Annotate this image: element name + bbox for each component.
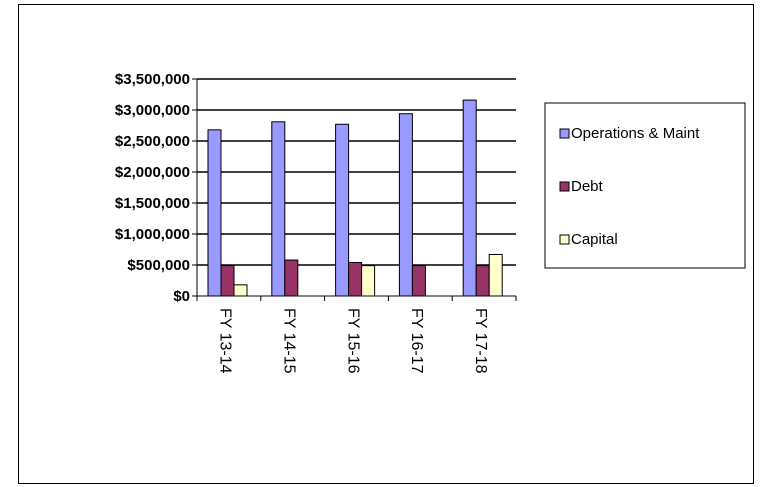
bar-operations-maint-2 xyxy=(335,123,350,297)
x-tick-label: FY 17-18 xyxy=(472,308,489,374)
bar-debt-1 xyxy=(284,259,299,297)
y-axis-tick-labels: $0 $500,000 $1,000,000 $1,500,000 $2,000,000… xyxy=(115,71,190,305)
y-tick-label: $2,000,000 xyxy=(115,164,190,181)
bar-debt-4 xyxy=(475,265,490,297)
axes xyxy=(196,79,517,301)
legend: Operations & Maint Debt Capital xyxy=(544,102,746,269)
y-tick-label: $0 xyxy=(173,288,190,305)
bar-operations-maint-4 xyxy=(462,99,477,297)
legend-label: Operations & Maint xyxy=(571,125,700,142)
y-tick-label: $3,000,000 xyxy=(115,102,190,119)
bar-operations-maint-3 xyxy=(398,113,413,297)
x-tick-label: FY 16-17 xyxy=(408,308,425,374)
bar-operations-maint-1 xyxy=(271,121,286,297)
bar-capital-0 xyxy=(233,284,248,297)
legend-swatch-operations-maint xyxy=(559,128,570,139)
bar-capital-2 xyxy=(361,265,376,297)
x-tick-label: FY 15-16 xyxy=(344,308,361,374)
bar-debt-2 xyxy=(348,262,363,297)
legend-label: Capital xyxy=(571,231,618,248)
y-tick-label: $3,500,000 xyxy=(115,71,190,88)
bar-debt-3 xyxy=(411,265,426,297)
y-tick-label: $500,000 xyxy=(127,257,190,274)
x-tick-label: FY 13-14 xyxy=(217,308,234,374)
bar-operations-maint-0 xyxy=(207,129,222,297)
legend-box xyxy=(544,102,746,269)
bars xyxy=(207,99,503,297)
x-axis-tick-labels: FY 13-14 FY 14-15 FY 15-16 FY 16-17 FY 17-18 xyxy=(217,308,489,374)
bar-capital-4 xyxy=(488,253,503,297)
x-tick-label: FY 14-15 xyxy=(280,308,297,374)
legend-swatch-capital xyxy=(559,234,570,245)
y-tick-label: $2,500,000 xyxy=(115,133,190,150)
legend-label: Debt xyxy=(571,178,604,195)
bar-debt-0 xyxy=(220,265,235,297)
y-tick-label: $1,000,000 xyxy=(115,226,190,243)
legend-swatch-debt xyxy=(559,181,570,192)
y-tick-label: $1,500,000 xyxy=(115,195,190,212)
